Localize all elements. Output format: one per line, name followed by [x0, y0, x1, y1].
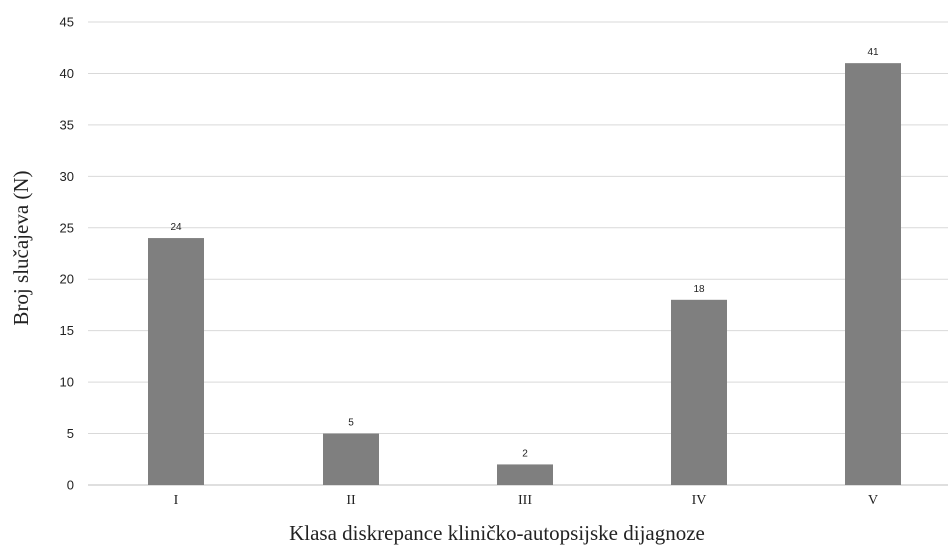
- x-tick-label-V: V: [868, 493, 878, 508]
- bar-I: [148, 238, 204, 485]
- bar-II: [323, 433, 379, 485]
- y-tick-label-40: 40: [60, 66, 74, 81]
- x-tick-label-IV: IV: [692, 493, 707, 508]
- y-tick-label-5: 5: [67, 426, 74, 441]
- y-axis-ticks: 0 5 10 15 20 25 30 35 40 45: [60, 15, 74, 493]
- y-axis-title: Broj slučajeva (N): [9, 170, 33, 325]
- y-tick-label-0: 0: [67, 478, 74, 493]
- y-tick-label-10: 10: [60, 375, 74, 390]
- bar-IV: [671, 299, 727, 485]
- y-tick-label-15: 15: [60, 323, 74, 338]
- bars: [148, 63, 901, 486]
- x-tick-label-I: I: [174, 493, 179, 508]
- y-tick-label-35: 35: [60, 117, 74, 132]
- data-label-IV: 18: [693, 284, 705, 295]
- data-label-II: 5: [348, 418, 354, 429]
- data-label-III: 2: [522, 448, 528, 459]
- x-axis-title: Klasa diskrepance kliničko-autopsijske d…: [289, 521, 705, 545]
- bar-V: [845, 63, 901, 486]
- x-axis-categories: I II III IV V: [174, 493, 878, 508]
- data-label-I: 24: [170, 222, 182, 233]
- x-tick-label-II: II: [346, 493, 356, 508]
- bar-III: [497, 464, 553, 485]
- data-label-V: 41: [867, 47, 879, 58]
- y-tick-label-20: 20: [60, 272, 74, 287]
- gridlines: [88, 21, 948, 486]
- y-tick-label-45: 45: [60, 15, 74, 30]
- y-tick-label-25: 25: [60, 220, 74, 235]
- data-labels: 24 5 2 18 41: [170, 47, 879, 459]
- x-tick-label-III: III: [518, 493, 532, 508]
- y-tick-label-30: 30: [60, 169, 74, 184]
